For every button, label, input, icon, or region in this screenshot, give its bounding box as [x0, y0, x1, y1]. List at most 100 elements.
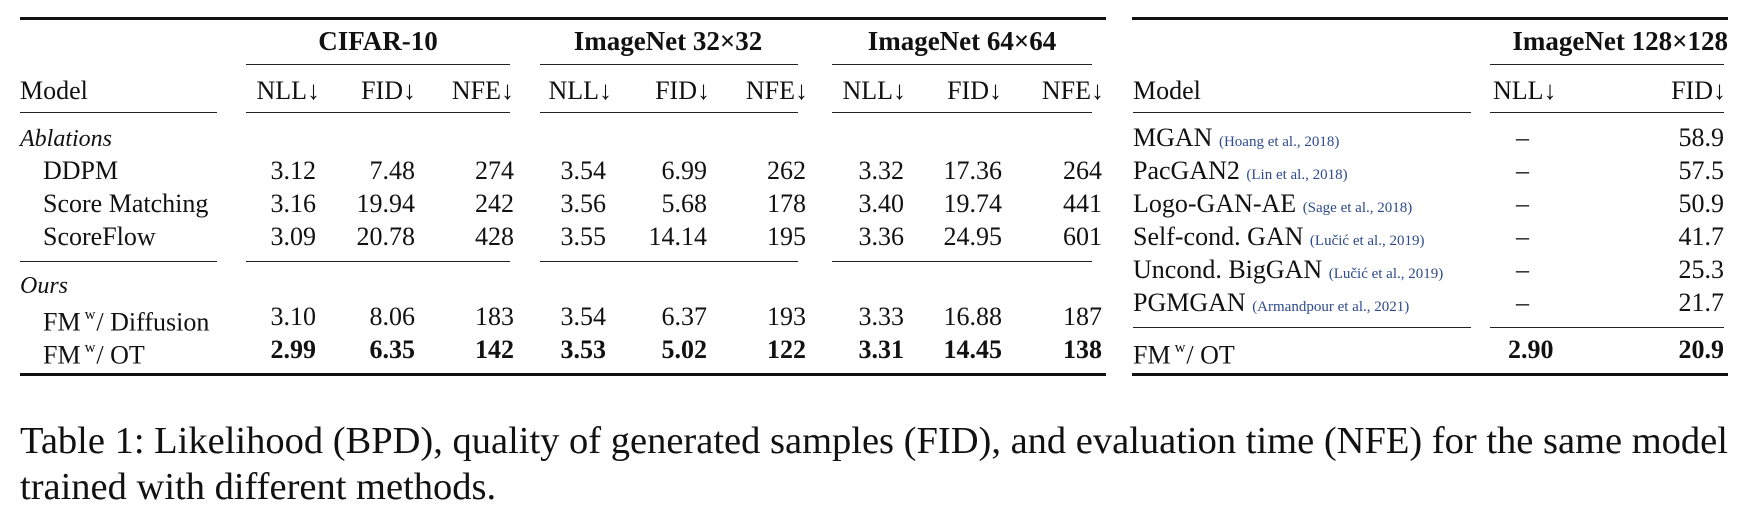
table-cell: 21.7: [1678, 288, 1725, 317]
table-cell: 428: [475, 222, 514, 251]
model-name: Uncond. BigGAN: [1133, 255, 1323, 284]
section-label-ours: Ours: [20, 273, 69, 299]
model-name: PGMGAN: [1133, 288, 1246, 317]
table-cell: 3.54: [560, 156, 607, 185]
table-cell: 6.35: [369, 335, 416, 364]
col-header: FID↓: [1671, 76, 1726, 105]
table-cell: 3.10: [270, 302, 317, 331]
row-label: FM w/ Diffusion: [43, 302, 209, 338]
citation: (Lučić et al., 2019): [1328, 266, 1444, 282]
table-cell: 2.90: [1508, 335, 1554, 364]
table-cell: 8.06: [369, 302, 416, 331]
table-cell: –: [1516, 156, 1529, 185]
col-header: NLL↓: [1493, 76, 1557, 105]
table-cell: 50.9: [1678, 189, 1725, 218]
row-label: Score Matching: [43, 189, 209, 218]
table-cell: 3.54: [560, 302, 607, 331]
table-cell: 187: [1063, 302, 1102, 331]
col-header-underline: [1490, 112, 1724, 114]
table-cell: 58.9: [1678, 123, 1725, 152]
table-cell: 17.36: [943, 156, 1003, 185]
table-cell: 57.5: [1678, 156, 1725, 185]
col-header: NLL↓: [842, 76, 906, 105]
table-cell: 6.37: [661, 302, 708, 331]
model-name: PacGAN2: [1133, 156, 1240, 185]
row-label: PacGAN2 (Lin et al., 2018): [1133, 156, 1348, 190]
col-header: FID↓: [947, 76, 1002, 105]
table-cell: 20.78: [356, 222, 416, 251]
col-header: NFE↓: [451, 76, 514, 105]
table-cell: 178: [767, 189, 806, 218]
col-header: NLL↓: [548, 76, 612, 105]
section-separator: [1490, 327, 1724, 329]
group-underline-imagenet32: [540, 64, 798, 66]
table-cell: 193: [767, 302, 806, 331]
group-underline-imagenet64: [832, 64, 1092, 66]
table-cell: –: [1516, 222, 1529, 251]
table-cell: 3.55: [560, 222, 607, 251]
table-cell: 6.99: [661, 156, 708, 185]
table-cell: 3.40: [858, 189, 905, 218]
superscript-w: w: [1174, 340, 1186, 356]
section-separator: [1133, 327, 1471, 329]
superscript-w: w: [84, 340, 96, 356]
row-label: Self-cond. GAN (Lučić et al., 2019): [1133, 222, 1424, 256]
citation: (Sage et al., 2018): [1302, 200, 1413, 216]
table-cell: 20.9: [1678, 335, 1725, 364]
group-underline-cifar10: [246, 64, 510, 66]
model-header-underline: [20, 112, 217, 114]
table-cell: 14.14: [648, 222, 708, 251]
table-cell: 3.56: [560, 189, 607, 218]
table-cell: 16.88: [943, 302, 1003, 331]
table-cell: –: [1516, 123, 1529, 152]
row-label-prefix: FM: [1133, 340, 1171, 370]
table-cell: 195: [767, 222, 806, 251]
table-cell: 3.12: [270, 156, 317, 185]
citation: (Armandpour et al., 2021): [1252, 299, 1410, 315]
row-label: FM w/ OT: [43, 335, 145, 371]
table-cell: 24.95: [943, 222, 1003, 251]
citation: (Lučić et al., 2019): [1309, 233, 1425, 249]
col-header: FID↓: [655, 76, 710, 105]
table-cell: –: [1516, 189, 1529, 218]
citation: (Hoang et al., 2018): [1218, 134, 1340, 150]
table-cell: 7.48: [369, 156, 416, 185]
table-cell: 5.68: [661, 189, 708, 218]
row-label-suffix: / Diffusion: [96, 307, 210, 337]
row-label-suffix: / OT: [1186, 340, 1235, 370]
row-label-suffix: / OT: [96, 340, 145, 370]
table-cell: –: [1516, 288, 1529, 317]
table-cell: 14.45: [943, 335, 1003, 364]
table-cell: 441: [1063, 189, 1102, 218]
table-cell: 274: [475, 156, 514, 185]
model-header: Model: [20, 76, 88, 105]
row-label-prefix: FM: [43, 340, 81, 370]
section-separator: [832, 261, 1092, 263]
group-header-imagenet32: ImageNet 32×32: [573, 26, 763, 56]
table-cell: 41.7: [1678, 222, 1725, 251]
section-separator: [246, 261, 510, 263]
table-cell: 262: [767, 156, 806, 185]
row-label: MGAN (Hoang et al., 2018): [1133, 123, 1339, 157]
row-label: FM w/ OT: [1133, 335, 1235, 371]
superscript-w: w: [84, 307, 96, 323]
bottom-rule: [1132, 373, 1728, 376]
group-header-imagenet128: ImageNet 128×128: [1512, 26, 1728, 56]
table-cell: 5.02: [661, 335, 708, 364]
bottom-rule: [20, 373, 1106, 376]
table-cell: 138: [1063, 335, 1102, 364]
section-label-ablations: Ablations: [20, 126, 113, 152]
col-header-underline-cifar10: [246, 112, 510, 114]
section-separator: [20, 261, 217, 263]
top-rule: [20, 17, 1106, 20]
row-label-prefix: FM: [43, 307, 81, 337]
table-cell: 3.31: [858, 335, 905, 364]
model-name: Self-cond. GAN: [1133, 222, 1304, 251]
table-cell: 19.94: [356, 189, 416, 218]
table-cell: 3.16: [270, 189, 317, 218]
table-cell: 25.3: [1678, 255, 1725, 284]
table-cell: 601: [1063, 222, 1102, 251]
row-label: DDPM: [43, 156, 119, 185]
table-cell: 3.36: [858, 222, 905, 251]
row-label: Uncond. BigGAN (Lučić et al., 2019): [1133, 255, 1443, 289]
